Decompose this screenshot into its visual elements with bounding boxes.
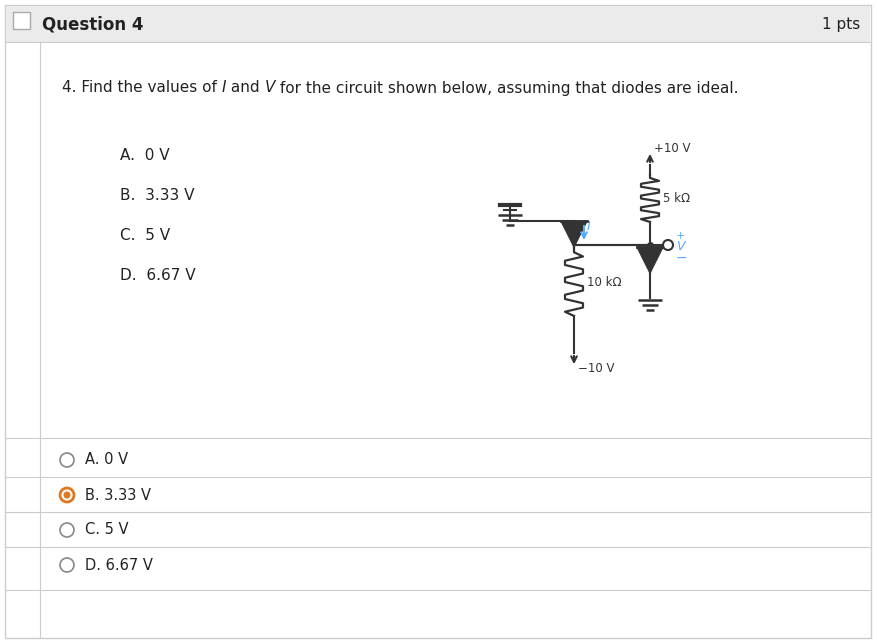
- Text: B.  3.33 V: B. 3.33 V: [120, 188, 195, 203]
- Text: +10 V: +10 V: [653, 143, 689, 156]
- Text: Question 4: Question 4: [42, 15, 143, 33]
- Polygon shape: [637, 247, 662, 273]
- Text: −: −: [675, 251, 687, 265]
- Text: 4. Find the values of: 4. Find the values of: [62, 80, 222, 96]
- FancyBboxPatch shape: [5, 5, 870, 638]
- Text: A. 0 V: A. 0 V: [85, 453, 128, 467]
- Text: 10 kΩ: 10 kΩ: [587, 275, 621, 289]
- Text: +: +: [675, 231, 685, 241]
- Text: for the circuit shown below, assuming that diodes are ideal.: for the circuit shown below, assuming th…: [275, 80, 738, 96]
- FancyBboxPatch shape: [13, 12, 30, 29]
- Text: 5 kΩ: 5 kΩ: [662, 192, 689, 205]
- Circle shape: [60, 488, 74, 502]
- Text: I: I: [222, 80, 226, 96]
- FancyBboxPatch shape: [6, 6, 869, 42]
- Text: I: I: [587, 219, 590, 233]
- Text: A.  0 V: A. 0 V: [120, 147, 169, 163]
- Text: −10 V: −10 V: [577, 363, 614, 376]
- Circle shape: [662, 240, 673, 250]
- Text: V: V: [265, 80, 275, 96]
- Text: and: and: [226, 80, 265, 96]
- Text: C.  5 V: C. 5 V: [120, 228, 170, 242]
- Text: C. 5 V: C. 5 V: [85, 523, 128, 538]
- Polygon shape: [560, 221, 587, 247]
- Text: 1 pts: 1 pts: [821, 17, 859, 32]
- Text: D.  6.67 V: D. 6.67 V: [120, 267, 196, 282]
- Circle shape: [63, 491, 70, 498]
- Text: D. 6.67 V: D. 6.67 V: [85, 557, 153, 572]
- Text: B. 3.33 V: B. 3.33 V: [85, 487, 151, 502]
- Text: V: V: [675, 240, 684, 253]
